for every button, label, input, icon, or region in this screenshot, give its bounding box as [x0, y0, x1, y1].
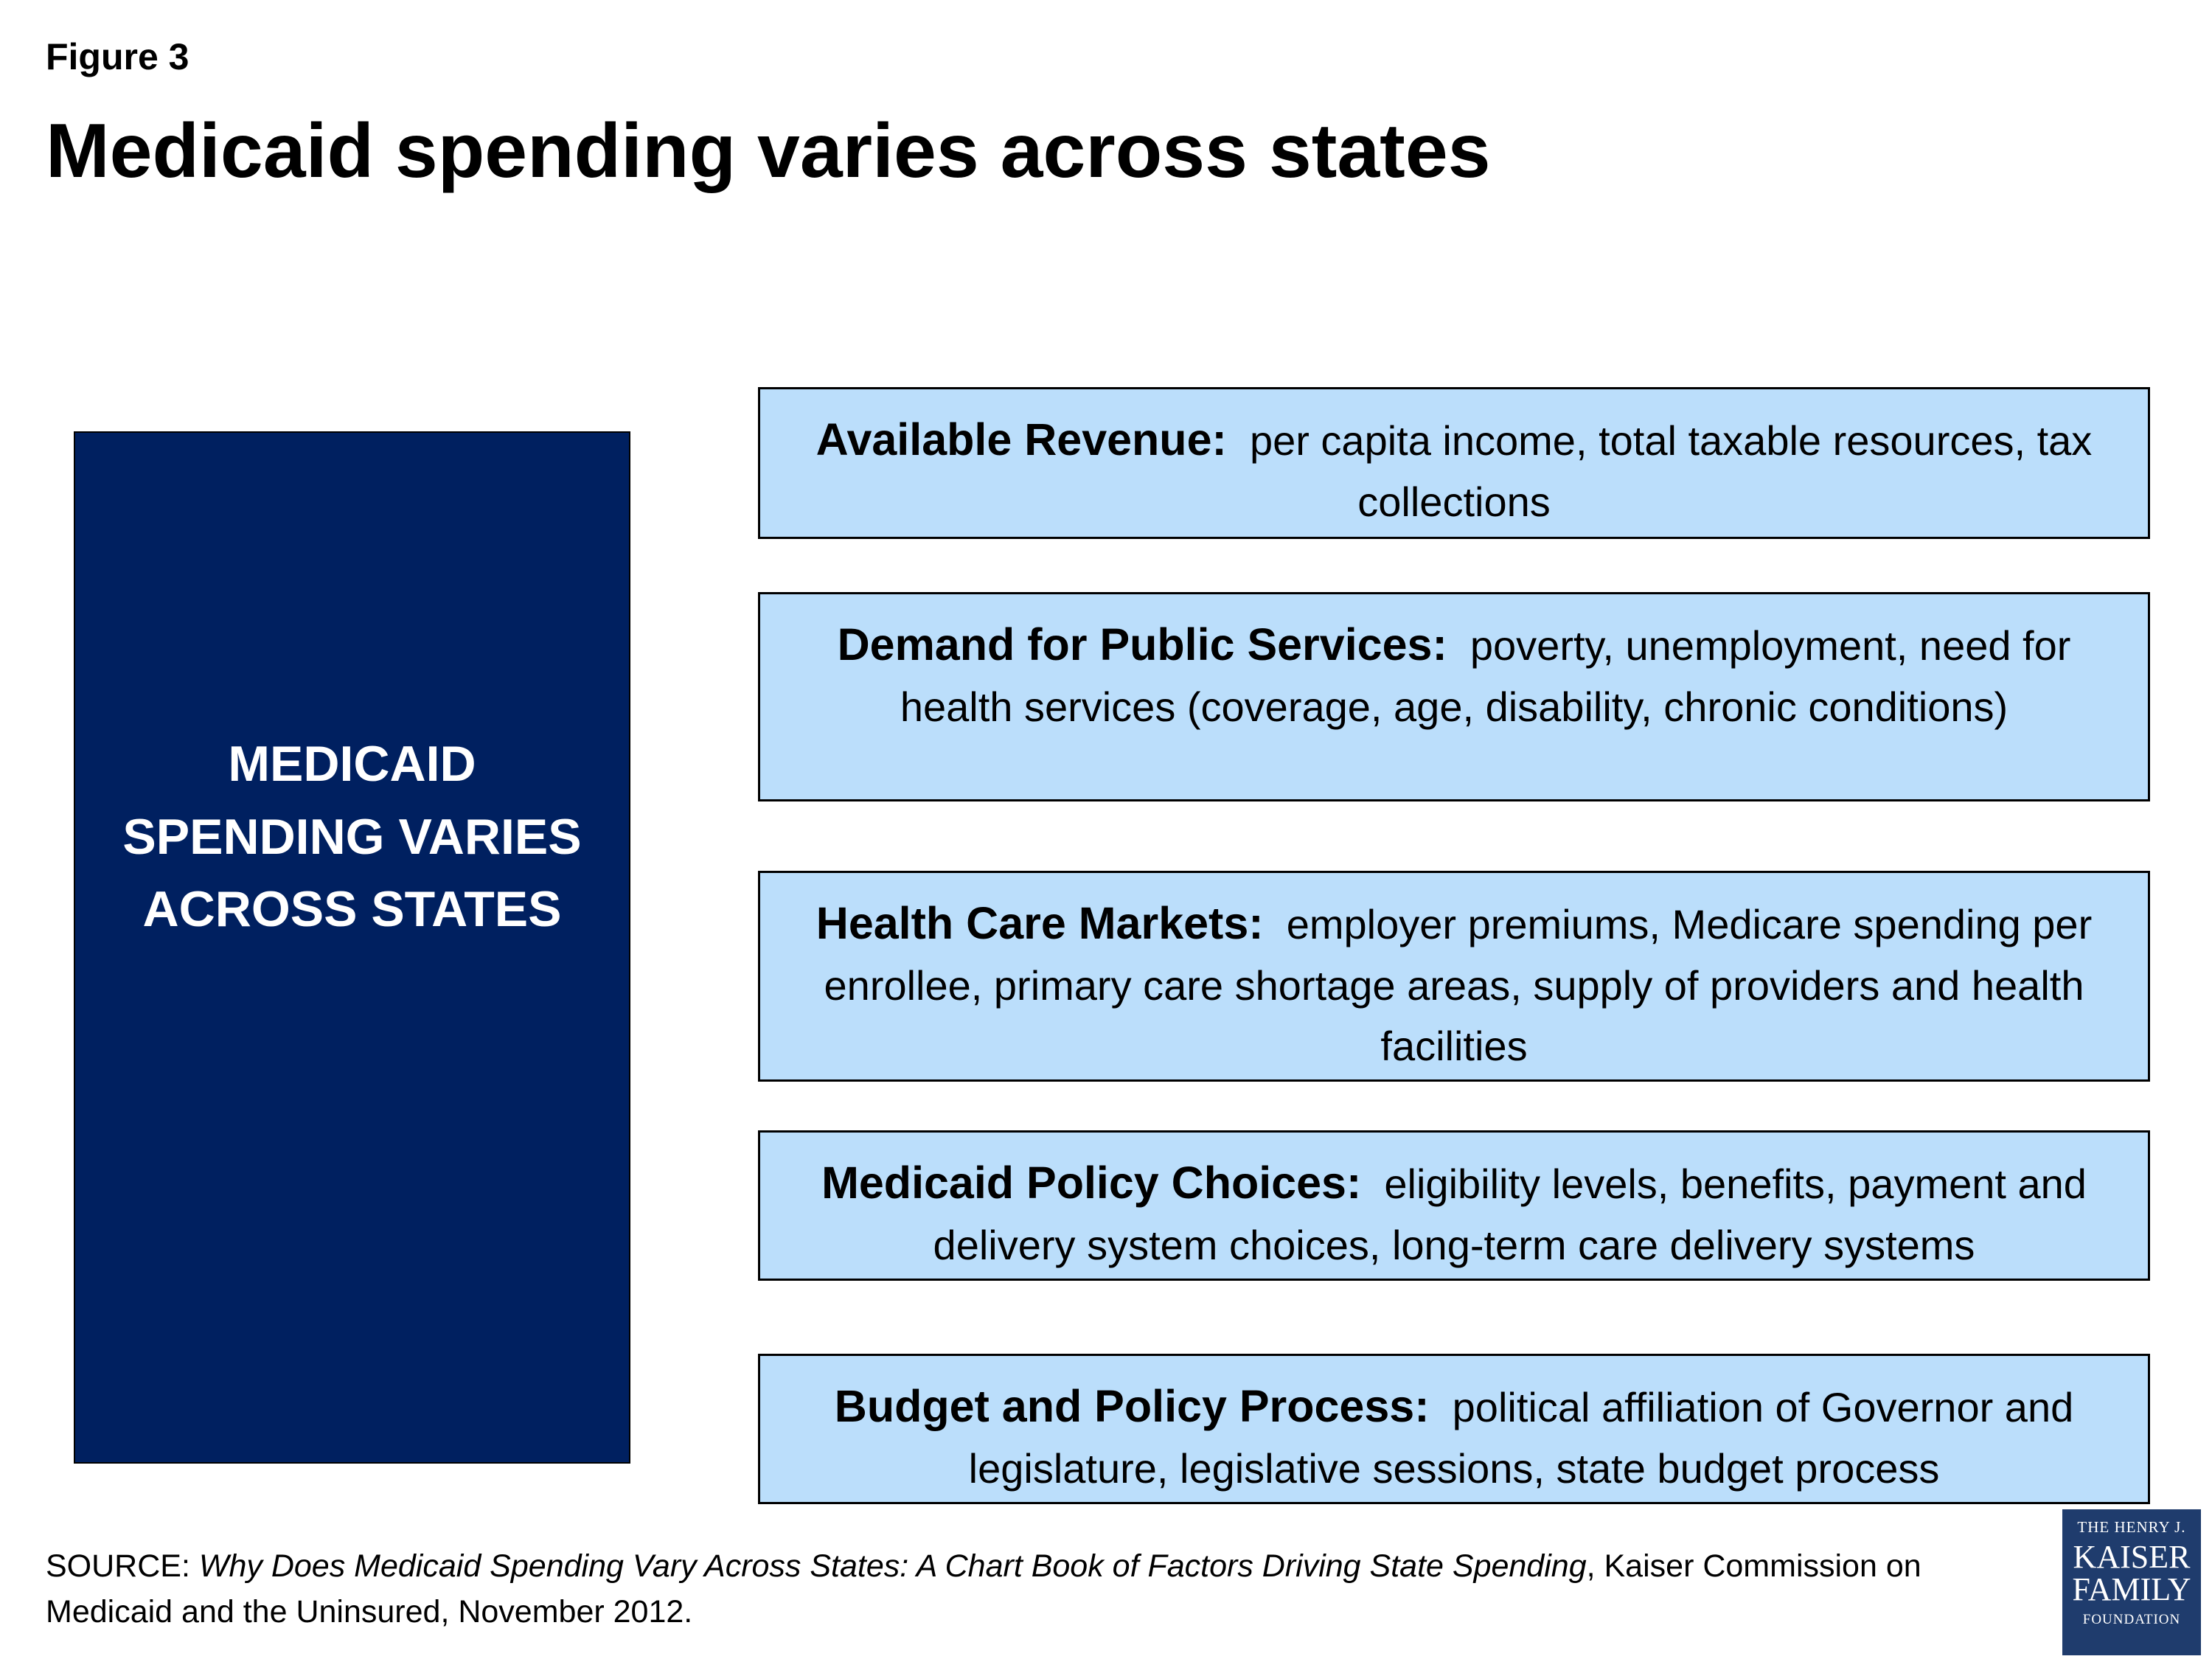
factor-text: Budget and Policy Process: political aff…: [781, 1374, 2127, 1499]
kaiser-family-foundation-logo: THE HENRY J. KAISER FAMILY FOUNDATION: [2062, 1509, 2201, 1655]
logo-line: FAMILY: [2072, 1571, 2191, 1607]
central-concept-line: MEDICAID: [228, 736, 476, 793]
central-concept-label: MEDICAID SPENDING VARIES ACROSS STATES: [102, 728, 603, 946]
factor-box-demand-for-public-services: Demand for Public Services: poverty, une…: [758, 592, 2150, 801]
logo-line: KAISER: [2073, 1539, 2191, 1575]
central-concept-line: ACROSS STATES: [142, 881, 562, 938]
factor-text: Medicaid Policy Choices: eligibility lev…: [781, 1150, 2127, 1276]
source-prefix: SOURCE:: [46, 1548, 199, 1584]
factor-title: Health Care Markets:: [815, 898, 1264, 948]
factor-text: Demand for Public Services: poverty, une…: [781, 612, 2127, 737]
source-suffix: , Kaiser Commission on Medicaid and the …: [46, 1548, 1921, 1630]
logo-line: FOUNDATION: [2082, 1612, 2181, 1627]
factor-description: employer premiums, Medicare spending per…: [824, 901, 2093, 1069]
source-publication-title: Why Does Medicaid Spending Vary Across S…: [198, 1548, 1587, 1584]
factor-description: poverty, unemployment, need for health s…: [900, 622, 2071, 731]
factor-title: Available Revenue:: [815, 414, 1227, 465]
factor-title: Budget and Policy Process:: [834, 1381, 1430, 1431]
central-concept-box: MEDICAID SPENDING VARIES ACROSS STATES: [74, 431, 630, 1464]
factor-box-medicaid-policy-choices: Medicaid Policy Choices: eligibility lev…: [758, 1130, 2150, 1281]
factor-text: Available Revenue: per capita income, to…: [781, 407, 2127, 532]
factor-box-health-care-markets: Health Care Markets: employer premiums, …: [758, 871, 2150, 1082]
factor-description: per capita income, total taxable resourc…: [1249, 417, 2093, 526]
page-title: Medicaid spending varies across states: [46, 108, 1491, 194]
logo-line: THE HENRY J.: [2077, 1518, 2186, 1536]
factor-box-available-revenue: Available Revenue: per capita income, to…: [758, 387, 2150, 539]
factor-title: Demand for Public Services:: [837, 619, 1447, 669]
factor-title: Medicaid Policy Choices:: [821, 1158, 1362, 1208]
factor-description: eligibility levels, benefits, payment an…: [933, 1161, 2087, 1269]
factor-box-budget-and-policy-process: Budget and Policy Process: political aff…: [758, 1354, 2150, 1504]
source-note: SOURCE: Why Does Medicaid Spending Vary …: [46, 1543, 2037, 1635]
figure-label: Figure 3: [46, 36, 189, 77]
central-concept-line: SPENDING VARIES: [122, 808, 582, 865]
factor-text: Health Care Markets: employer premiums, …: [781, 891, 2127, 1076]
factor-description: political affiliation of Governor and le…: [968, 1384, 2074, 1492]
